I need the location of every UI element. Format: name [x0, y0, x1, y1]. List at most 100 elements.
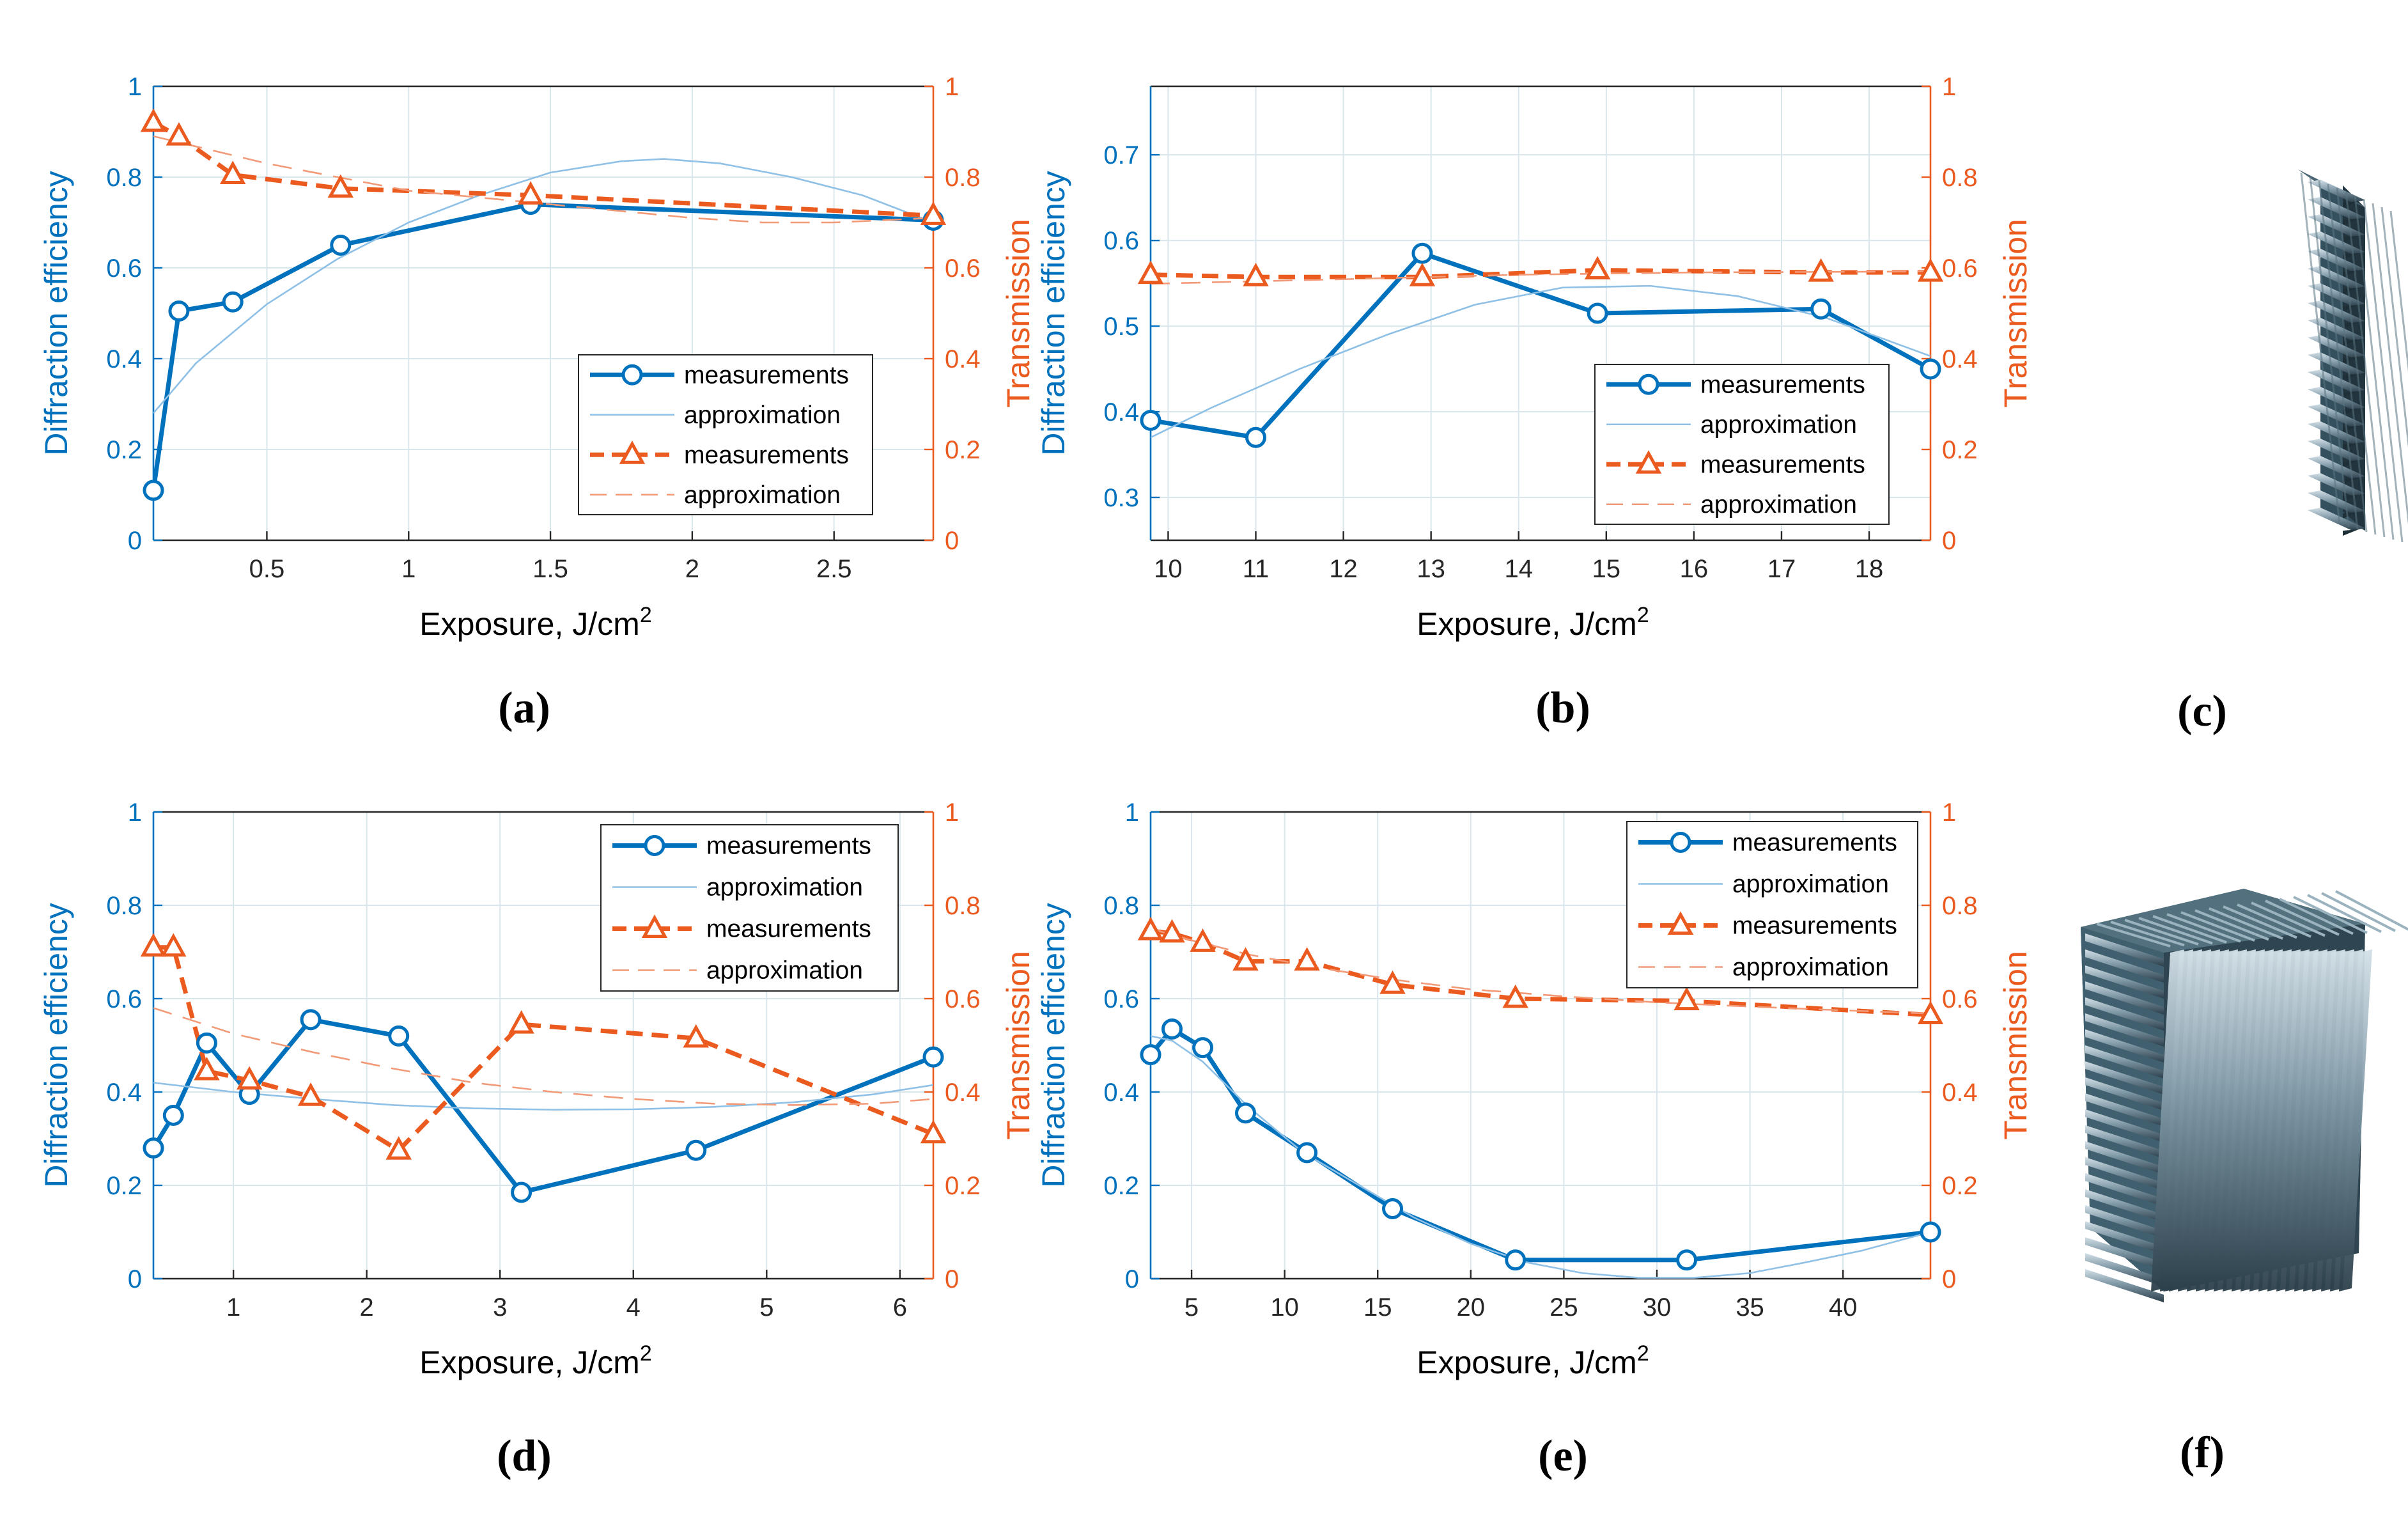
- data-point-measurement-tr: [236, 1066, 263, 1090]
- data-point-measurement-tr: [1190, 928, 1216, 952]
- data-point-measurement-tr: [385, 1136, 412, 1160]
- y-right-axis-label: Transmission: [1000, 219, 1036, 407]
- grating-top-stripe: [2194, 909, 2269, 941]
- y-right-tick-label: 1: [1942, 73, 1956, 101]
- data-point-measurement-de: [196, 1032, 217, 1054]
- legend-marker-circle: [644, 835, 665, 856]
- legend-label: approximation: [706, 957, 863, 985]
- grating-rod: [2085, 997, 2164, 1031]
- grating-rod-end: [2343, 443, 2359, 449]
- grating-rod: [2085, 1029, 2164, 1063]
- data-point-measurement-de: [922, 1046, 944, 1068]
- series-de-marker-line: [153, 1017, 933, 1195]
- x-tick-label: 40: [1829, 1293, 1858, 1322]
- grating-rod: [2085, 1093, 2164, 1127]
- series-tr-marker-line: [1151, 268, 1930, 279]
- x-axis-label-text: Exposure, J/cm: [419, 1345, 640, 1380]
- legend-label: approximation: [706, 874, 863, 901]
- x-tick-label: 16: [1680, 555, 1709, 583]
- series-tr-marker-line: [153, 120, 933, 218]
- data-point-measurement-tr: [166, 121, 192, 146]
- data-point-measurement-tr: [194, 1056, 220, 1080]
- grating-groove: [2318, 180, 2359, 530]
- grating-rod: [2085, 981, 2164, 1015]
- grating-top-stripe: [2152, 915, 2227, 944]
- data-point-measurement-tr: [140, 933, 167, 957]
- x-tick-label: 13: [1417, 555, 1445, 583]
- data-point-measurement-tr: [683, 1024, 710, 1048]
- grating-top-stripe: [2180, 911, 2255, 942]
- data-point-measurement-tr: [219, 160, 246, 184]
- y-left-tick-label: 1: [128, 73, 142, 101]
- series-de-approx-line: [1151, 285, 1930, 439]
- data-point-measurement-de: [1920, 358, 1941, 380]
- panel-label-c: (c): [2177, 687, 2227, 736]
- data-point-measurement-de: [511, 1182, 532, 1203]
- series-de-marker-line: [1151, 251, 1930, 440]
- grating-top-stripe: [2096, 923, 2171, 948]
- series-de-approx-line: [1151, 1035, 1930, 1279]
- data-point-measurement-de: [1810, 298, 1832, 320]
- legend-marker-triangle: [641, 914, 668, 938]
- x-tick-label: 12: [1329, 555, 1358, 583]
- grating-rod: [2085, 1189, 2164, 1222]
- legend-label: measurements: [1732, 912, 1897, 940]
- series-tr-approx-line: [1151, 270, 1930, 285]
- data-point-measurement-tr: [1917, 258, 1944, 282]
- data-point-measurement-tr: [508, 1010, 534, 1034]
- data-point-measurement-de: [143, 480, 164, 501]
- data-point-measurement-de: [162, 1105, 184, 1126]
- grating-rod-end: [2343, 374, 2359, 380]
- legend: measurements approximation measurements app…: [1594, 364, 1890, 525]
- y-left-axis-label: Diffraction efficiency: [38, 171, 74, 456]
- y-right-tick-label: 0.8: [1942, 892, 1978, 920]
- x-tick-label: 1: [226, 1293, 240, 1322]
- y-left-tick-label: 0.6: [1103, 227, 1139, 255]
- series-tr-marker-line: [153, 945, 933, 1153]
- x-tick-label: 0.5: [249, 555, 285, 583]
- grating-rod-end: [2343, 219, 2359, 225]
- legend-label: approximation: [684, 402, 841, 429]
- grating-rod: [2085, 1205, 2164, 1238]
- x-tick-label: 35: [1736, 1293, 1764, 1322]
- grating-rod-end: [2343, 322, 2359, 329]
- data-point-measurement-tr: [1379, 970, 1406, 994]
- legend-label: measurements: [684, 441, 849, 469]
- y-right-axis-label: Transmission: [1998, 951, 2033, 1139]
- y-right-tick-label: 1: [945, 73, 959, 101]
- y-left-tick-label: 1: [1125, 799, 1139, 827]
- grating-groove: [2389, 210, 2408, 372]
- grating-top-stripe: [2307, 894, 2382, 933]
- y-left-axis-label: Diffraction efficiency: [38, 903, 74, 1188]
- grating-cube-c: [2298, 169, 2408, 543]
- data-point-measurement-de: [1382, 1198, 1404, 1219]
- data-point-measurement-de: [143, 1137, 164, 1159]
- y-right-tick-label: 0.4: [945, 345, 981, 373]
- data-point-measurement-tr: [1502, 984, 1528, 1008]
- y-left-tick-label: 0.8: [1103, 892, 1139, 920]
- y-left-axis-label: Diffraction efficiency: [1036, 903, 1071, 1188]
- y-right-tick-label: 0.8: [945, 164, 981, 192]
- y-right-tick-label: 0: [945, 1265, 959, 1293]
- x-tick-label: 10: [1154, 555, 1183, 583]
- grating-top-stripe: [2265, 900, 2340, 936]
- data-point-measurement-tr: [327, 174, 354, 198]
- grating-top-stripe: [2166, 913, 2241, 943]
- legend: measurements approximation measurements app…: [1626, 821, 1918, 988]
- grating-rod: [2308, 387, 2365, 410]
- data-point-measurement-tr: [160, 933, 187, 957]
- x-tick-label: 15: [1592, 555, 1621, 583]
- y-right-tick-label: 0.8: [945, 892, 981, 920]
- grating-rod: [2085, 933, 2164, 967]
- y-right-tick-label: 0.4: [1942, 1079, 1978, 1107]
- data-point-measurement-tr: [1674, 987, 1700, 1011]
- x-tick-label: 20: [1457, 1293, 1486, 1322]
- grating-top-stripe: [2138, 917, 2213, 945]
- y-left-tick-label: 0.4: [1103, 1079, 1139, 1107]
- y-left-tick-label: 0.7: [1103, 141, 1139, 169]
- grating-rod: [2308, 180, 2365, 203]
- data-point-measurement-tr: [1243, 263, 1269, 286]
- panel-label-b: (b): [1535, 683, 1590, 733]
- legend-marker-circle: [1670, 832, 1691, 853]
- grating-groove: [2327, 183, 2368, 533]
